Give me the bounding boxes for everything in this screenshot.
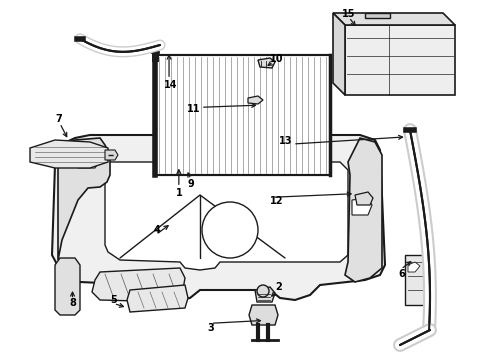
Polygon shape — [55, 258, 80, 315]
Circle shape — [257, 285, 269, 297]
Polygon shape — [333, 13, 345, 95]
Polygon shape — [408, 262, 420, 272]
Text: 8: 8 — [69, 298, 76, 309]
Polygon shape — [345, 25, 455, 95]
Text: 7: 7 — [55, 114, 62, 124]
Text: 3: 3 — [207, 323, 214, 333]
Text: 4: 4 — [153, 225, 160, 235]
Polygon shape — [105, 162, 348, 270]
Circle shape — [202, 202, 258, 258]
Text: 5: 5 — [110, 294, 117, 305]
Polygon shape — [258, 58, 275, 68]
Polygon shape — [333, 13, 455, 25]
Polygon shape — [249, 305, 278, 325]
Polygon shape — [78, 153, 100, 168]
Bar — [155, 55, 330, 175]
Text: 6: 6 — [398, 269, 405, 279]
Polygon shape — [405, 255, 430, 305]
Polygon shape — [127, 285, 188, 312]
Polygon shape — [365, 13, 390, 18]
Text: 1: 1 — [175, 188, 182, 198]
Polygon shape — [352, 198, 372, 215]
Polygon shape — [248, 96, 263, 104]
Text: 15: 15 — [342, 9, 356, 19]
Polygon shape — [105, 150, 118, 160]
Text: 10: 10 — [270, 54, 284, 64]
Text: 11: 11 — [187, 104, 200, 114]
Polygon shape — [30, 140, 108, 168]
Polygon shape — [345, 138, 382, 282]
Polygon shape — [255, 287, 275, 302]
Polygon shape — [52, 135, 385, 300]
Text: 2: 2 — [275, 282, 282, 292]
Polygon shape — [92, 268, 185, 302]
Text: 14: 14 — [164, 80, 177, 90]
Polygon shape — [355, 192, 373, 205]
Text: 13: 13 — [279, 136, 293, 146]
Text: 9: 9 — [188, 179, 195, 189]
Polygon shape — [58, 138, 110, 260]
Text: 12: 12 — [270, 196, 284, 206]
